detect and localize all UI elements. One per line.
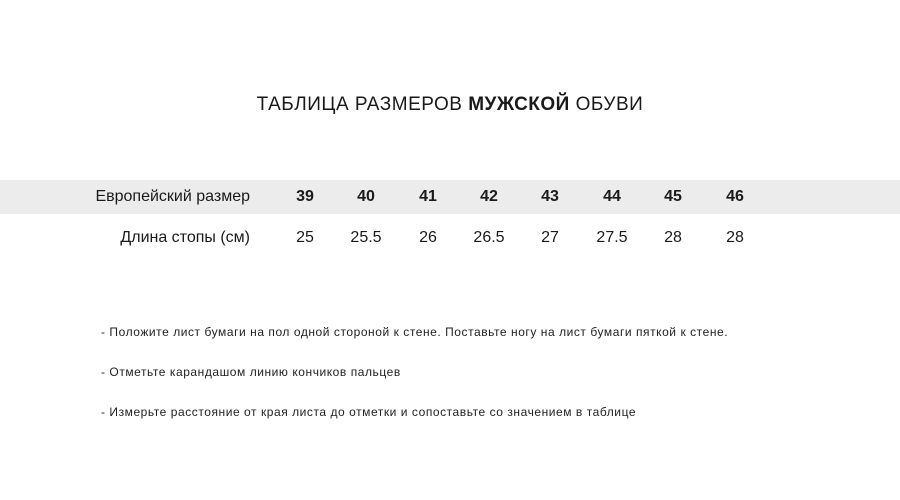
length-cell: 27.5: [596, 229, 628, 246]
page-title: ТАБЛИЦА РАЗМЕРОВ МУЖСКОЙ ОБУВИ: [0, 94, 900, 116]
row-label: Европейский размер: [95, 188, 250, 205]
instruction-2: - Отметьте карандашом линию кончиков пал…: [101, 365, 401, 379]
instruction-3: - Измерьте расстояние от края листа до о…: [101, 405, 637, 419]
size-cell: 40: [357, 188, 375, 205]
size-cell: 42: [480, 188, 498, 205]
length-cell: 26.5: [473, 229, 505, 246]
title-prefix: ТАБЛИЦА РАЗМЕРОВ: [256, 93, 469, 115]
size-cell: 41: [419, 188, 437, 205]
size-cell: 46: [726, 188, 744, 205]
title-bold: МУЖСКОЙ: [468, 93, 570, 115]
length-cell: 26: [419, 229, 437, 246]
size-cell: 45: [664, 188, 682, 205]
size-row: Европейский размер 39 40 41 42 43 44 45 …: [0, 180, 900, 214]
length-cell: 25: [296, 229, 314, 246]
instruction-1: - Положите лист бумаги на пол одной стор…: [101, 325, 729, 339]
length-cell: 27: [541, 229, 559, 246]
size-cell: 44: [603, 188, 621, 205]
row-label: Длина стопы (см): [120, 229, 250, 246]
size-cell: 39: [296, 188, 314, 205]
size-cell: 43: [541, 188, 559, 205]
length-cell: 28: [726, 229, 744, 246]
title-suffix: ОБУВИ: [569, 93, 644, 115]
length-cell: 28: [664, 229, 682, 246]
length-cell: 25.5: [350, 229, 382, 246]
foot-length-row: Длина стопы (см) 25 25.5 26 26.5 27 27.5…: [0, 221, 900, 255]
